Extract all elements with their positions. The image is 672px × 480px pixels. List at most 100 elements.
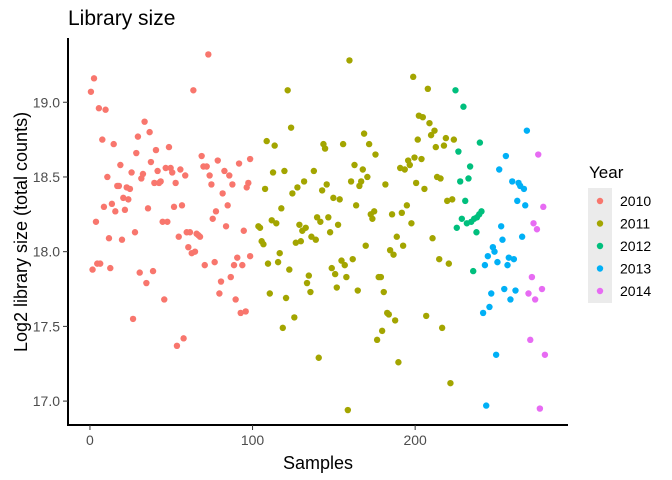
x-axis-ticks: 0 100 200 <box>86 425 427 448</box>
point-2011 <box>338 257 345 264</box>
point-2010 <box>232 296 239 303</box>
point-2010 <box>133 149 140 157</box>
point-2011 <box>419 113 426 121</box>
point-2010 <box>170 203 178 211</box>
point-2011 <box>323 181 330 188</box>
point-2010 <box>117 161 124 169</box>
y-tick-label: 17.5 <box>33 318 60 334</box>
point-2010 <box>185 243 192 251</box>
point-2011 <box>286 266 293 273</box>
point-2011 <box>390 251 397 258</box>
legend: 2010 2011 2012 2013 2014 <box>596 193 651 299</box>
point-2011 <box>365 140 373 148</box>
point-2011 <box>268 217 275 224</box>
point-2013 <box>492 351 500 358</box>
point-2010 <box>217 278 225 285</box>
point-2011 <box>424 85 432 93</box>
legend-label: 2014 <box>620 283 651 299</box>
x-axis-label: Samples <box>283 453 353 473</box>
point-2013 <box>507 296 514 303</box>
point-2012 <box>463 220 471 227</box>
point-2011 <box>370 208 378 215</box>
point-2011 <box>380 288 387 296</box>
point-2011 <box>313 214 321 221</box>
legend-key-2014 <box>596 287 604 295</box>
point-2011 <box>432 143 440 151</box>
point-2011 <box>349 255 356 263</box>
point-2011 <box>408 220 415 227</box>
point-2011 <box>427 131 435 139</box>
point-2011 <box>423 312 430 320</box>
point-2011 <box>386 246 394 254</box>
point-2011 <box>347 178 355 185</box>
point-2013 <box>483 402 490 409</box>
point-2010 <box>159 218 166 225</box>
point-2010 <box>90 75 98 82</box>
legend-label: 2010 <box>620 193 651 209</box>
point-2011 <box>356 182 363 190</box>
point-2010 <box>120 194 127 202</box>
point-2011 <box>325 214 332 221</box>
point-2011 <box>289 190 296 197</box>
point-2011 <box>445 260 453 267</box>
point-2011 <box>263 137 270 145</box>
point-2011 <box>284 87 291 94</box>
point-2010 <box>221 167 228 175</box>
point-2011 <box>391 317 399 324</box>
point-2013 <box>484 252 492 260</box>
point-2010 <box>155 179 163 187</box>
point-2010 <box>152 146 160 154</box>
point-2011 <box>326 229 334 236</box>
point-2010 <box>224 202 231 209</box>
point-2011 <box>412 179 420 187</box>
point-2011 <box>449 196 456 203</box>
x-tick-label: 0 <box>86 432 94 448</box>
point-2011 <box>369 215 376 222</box>
point-2010 <box>147 158 155 166</box>
point-2010 <box>110 140 117 148</box>
point-2014 <box>541 351 549 358</box>
point-2010 <box>99 136 106 143</box>
point-2010 <box>237 309 244 317</box>
point-2013 <box>512 287 519 294</box>
point-2011 <box>315 354 322 361</box>
point-2011 <box>339 140 347 148</box>
point-2010 <box>222 223 230 230</box>
point-2011 <box>291 314 298 321</box>
point-2012 <box>465 175 472 182</box>
point-2011 <box>437 175 444 182</box>
point-2010 <box>203 163 210 170</box>
point-2012 <box>476 139 484 146</box>
point-2012 <box>466 163 474 170</box>
point-2013 <box>502 152 510 160</box>
point-2010 <box>92 218 100 225</box>
point-2011 <box>421 185 428 193</box>
point-2011 <box>276 249 283 257</box>
point-2010 <box>177 166 184 173</box>
point-2013 <box>488 290 495 297</box>
point-2010 <box>229 181 236 188</box>
point-2011 <box>294 184 301 191</box>
point-2013 <box>504 261 511 269</box>
point-2013 <box>509 178 516 185</box>
point-2014 <box>538 285 546 293</box>
point-2011 <box>271 142 278 149</box>
chart-title: Library size <box>68 7 175 30</box>
point-2013 <box>523 127 531 134</box>
point-2011 <box>378 327 386 335</box>
point-2010 <box>126 185 134 193</box>
point-2010 <box>198 152 205 160</box>
point-2010 <box>141 118 148 125</box>
point-2011 <box>450 136 458 143</box>
points-layer <box>87 51 549 414</box>
point-2014 <box>530 220 537 227</box>
point-2014 <box>525 290 532 297</box>
point-2013 <box>505 254 513 261</box>
point-2011 <box>393 233 400 240</box>
y-axis-ticks: 17.0 17.5 18.0 18.5 19.0 <box>33 94 68 409</box>
point-2010 <box>214 157 221 164</box>
point-2011 <box>278 205 285 212</box>
point-2013 <box>518 233 526 240</box>
point-2013 <box>479 309 487 317</box>
